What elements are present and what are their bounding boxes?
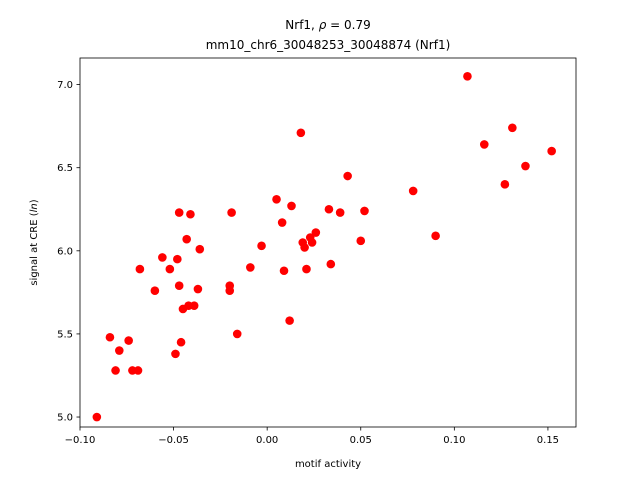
data-point (246, 263, 255, 272)
data-point (186, 209, 195, 219)
data-point (508, 123, 517, 133)
x-tick-label: 0.10 (443, 435, 465, 446)
data-point (225, 286, 235, 296)
data-point (158, 253, 167, 262)
data-point (257, 241, 266, 251)
y-tick-label: 5.0 (57, 413, 73, 424)
data-point (279, 266, 289, 276)
data-point (124, 336, 133, 345)
data-point (227, 208, 236, 217)
data-point (111, 366, 120, 375)
x-axis: −0.10 −0.05 0.00 0.05 0.10 0.15 (65, 427, 559, 446)
data-point (105, 332, 115, 342)
data-point (300, 243, 309, 252)
y-tick-label: 6.5 (57, 163, 73, 174)
data-point (272, 194, 281, 204)
plot-area (80, 58, 576, 427)
data-point (174, 281, 184, 291)
data-point (193, 284, 203, 294)
data-point (296, 128, 306, 138)
data-point (115, 346, 124, 355)
y-tick-label: 5.5 (57, 329, 73, 340)
plot-frame (79, 57, 577, 428)
data-point (285, 316, 294, 325)
data-point (500, 180, 510, 189)
data-point (479, 140, 489, 149)
x-tick-label: −0.05 (158, 435, 189, 446)
data-point (232, 329, 242, 339)
x-tick-label: 0.05 (350, 435, 372, 446)
data-point (133, 366, 143, 375)
data-point (326, 259, 336, 269)
y-tick-label: 6.0 (57, 246, 73, 257)
data-point (165, 264, 175, 274)
chart-title-line1: Nrf1, ρ = 0.79 (285, 18, 370, 32)
data-point (195, 244, 205, 254)
data-point (189, 301, 199, 310)
data-point (324, 204, 334, 214)
x-tick-label: 0.15 (537, 435, 559, 446)
data-point (302, 264, 311, 274)
x-tick-label: 0.00 (256, 435, 278, 446)
chart-title-line2: mm10_chr6_30048253_30048874 (Nrf1) (206, 38, 451, 52)
data-point (174, 208, 184, 217)
data-point (547, 146, 556, 156)
data-point (171, 349, 180, 359)
data-point (176, 337, 186, 347)
data-point (311, 228, 321, 237)
data-point (173, 254, 182, 264)
data-point (307, 238, 317, 247)
x-tick-label: −0.10 (65, 435, 96, 446)
y-axis: 5.0 5.5 6.0 6.5 7.0 (57, 80, 80, 424)
data-point (521, 161, 530, 171)
y-tick-label: 7.0 (57, 80, 73, 91)
data-point (182, 234, 191, 244)
data-point (431, 231, 440, 241)
data-point (463, 71, 472, 81)
data-point (277, 218, 287, 227)
data-point (360, 206, 369, 216)
data-point (343, 171, 352, 181)
data-point (150, 286, 160, 296)
data-point (287, 201, 296, 211)
data-point (135, 264, 145, 274)
data-point (408, 186, 418, 196)
data-point (356, 236, 366, 246)
rho-symbol: ρ (319, 18, 327, 32)
data-point (92, 412, 102, 422)
data-points (92, 71, 556, 422)
x-axis-label: motif activity (295, 459, 361, 470)
y-axis-label: signal at CRE (ln) (29, 199, 40, 285)
data-point (335, 208, 345, 217)
